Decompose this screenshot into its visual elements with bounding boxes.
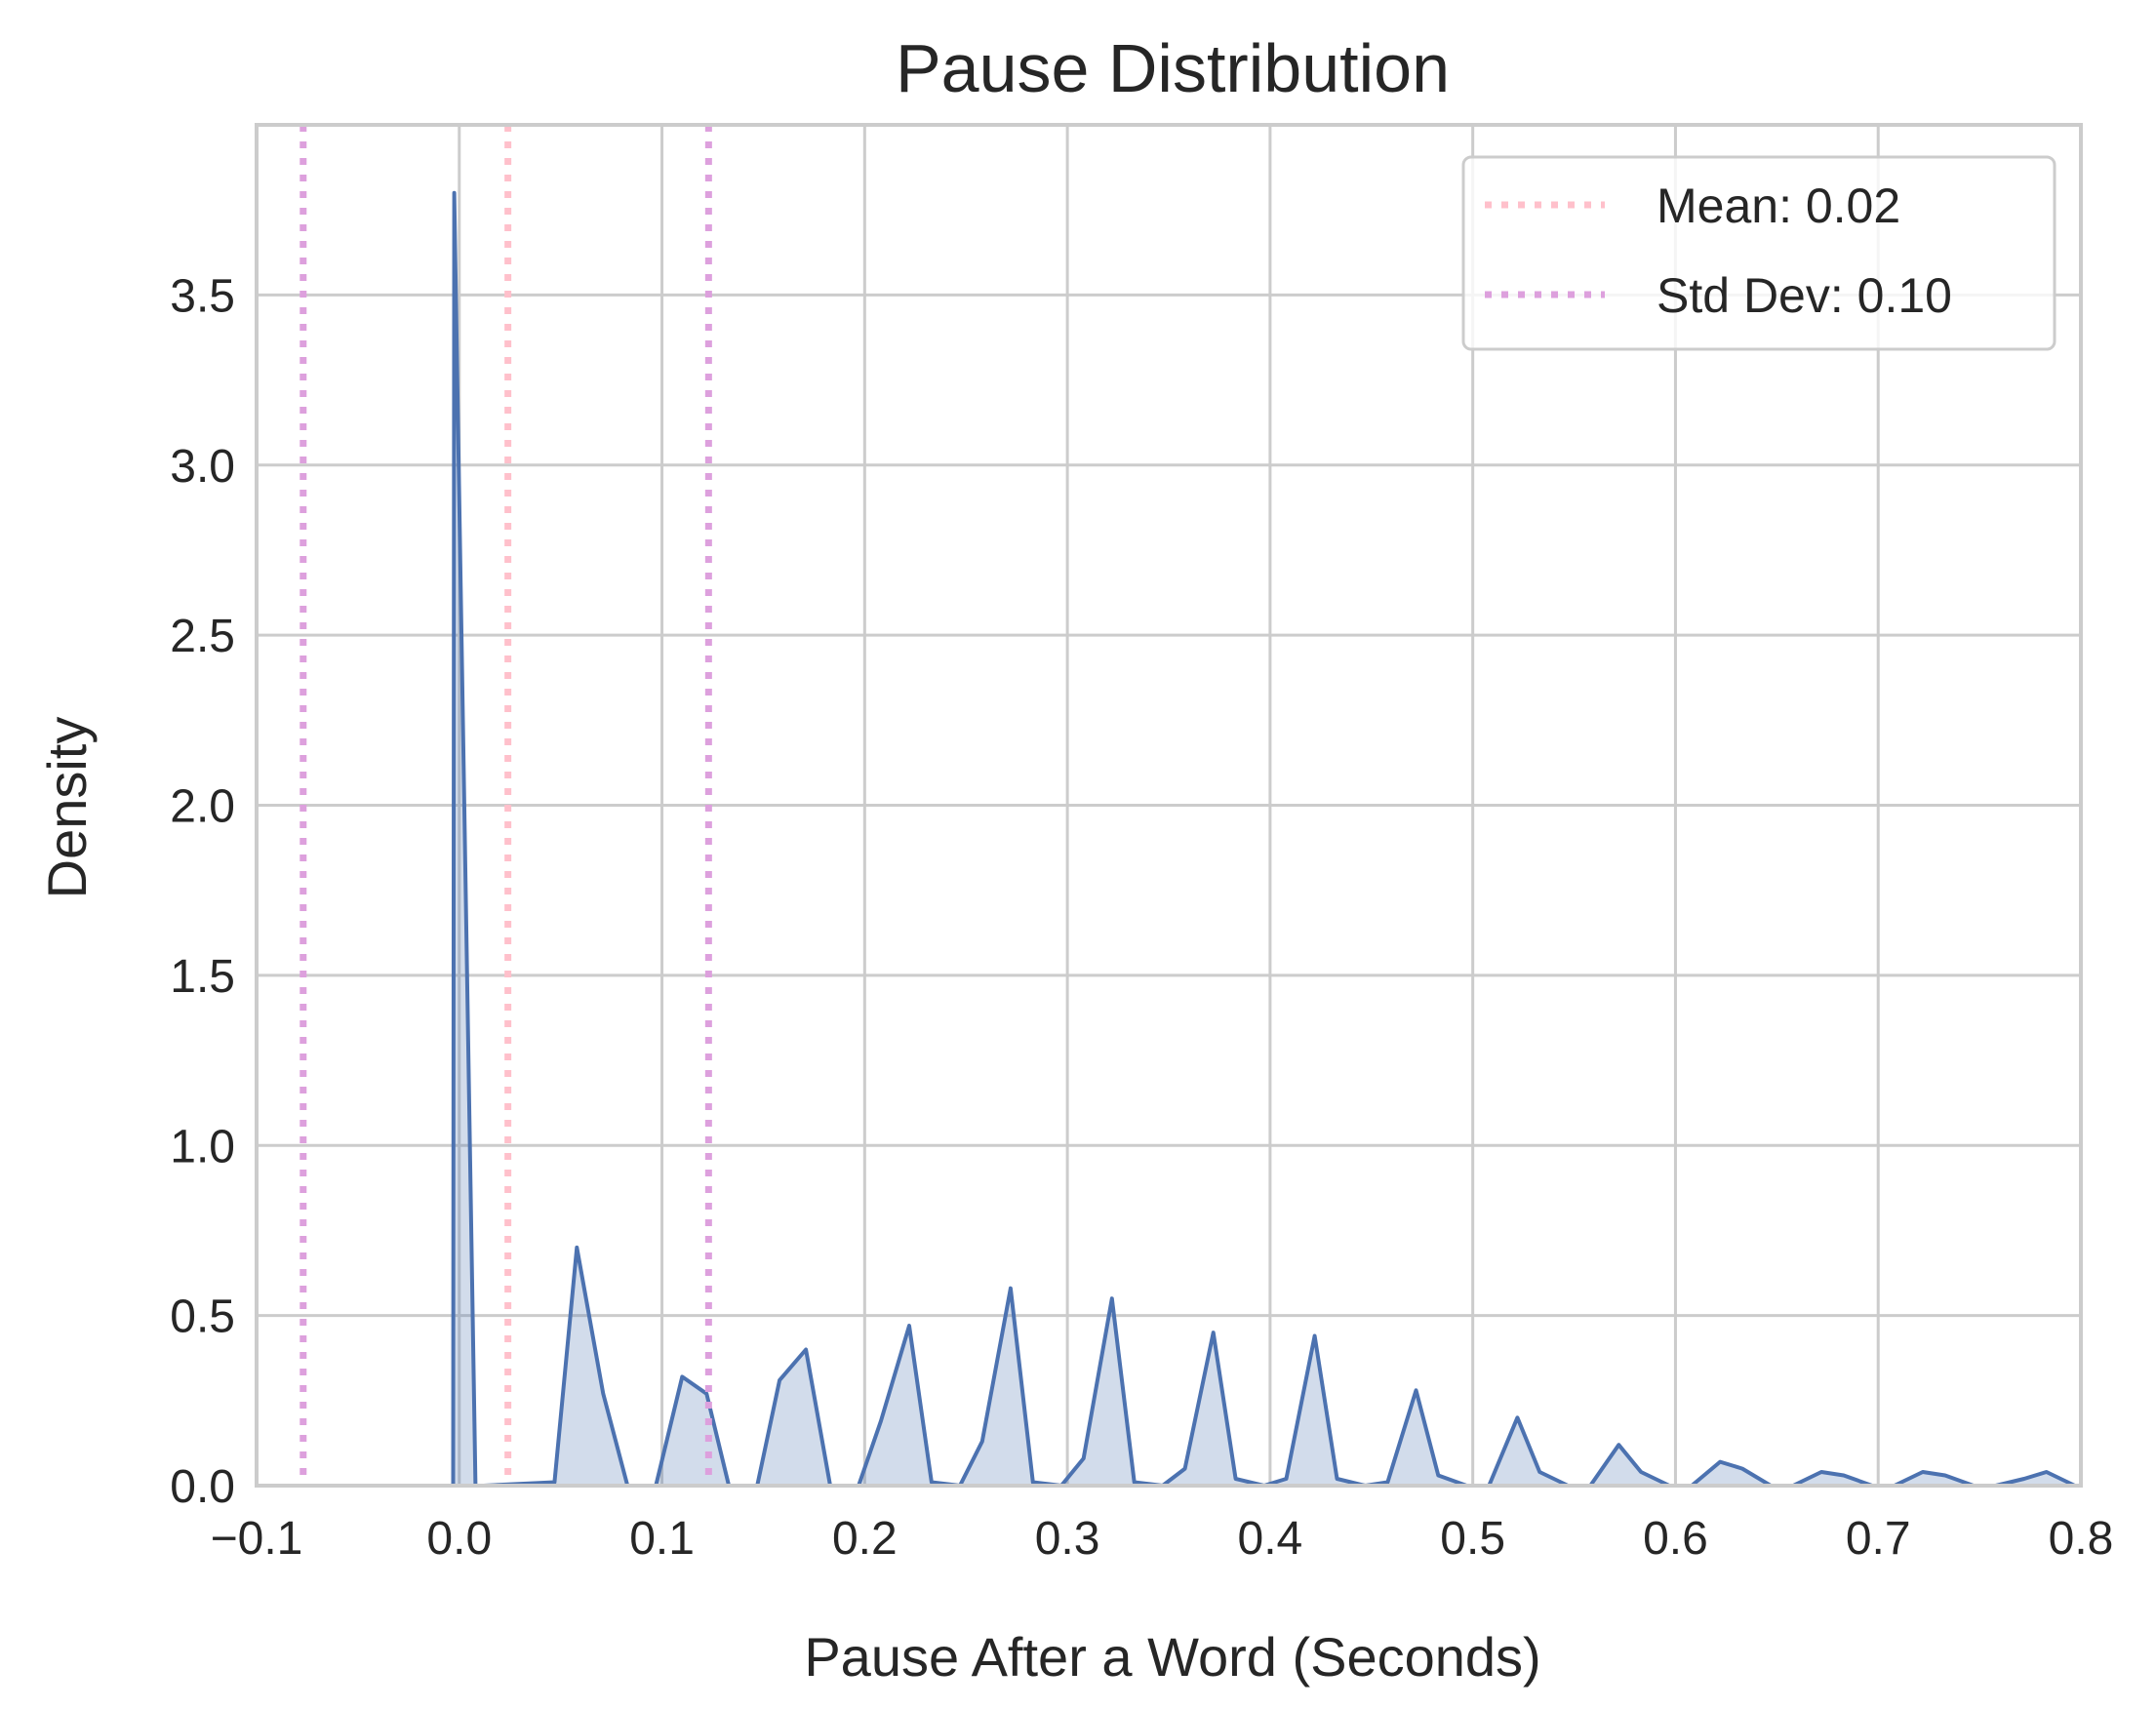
legend-label-std: Std Dev: 0.10 (1657, 268, 1952, 323)
y-tick-label: 1.5 (170, 951, 235, 1003)
y-axis-label: Density (36, 717, 98, 899)
x-tick-label: 0.7 (1846, 1513, 1911, 1565)
x-tick-label: 0.5 (1440, 1513, 1505, 1565)
x-tick-label: 0.0 (426, 1513, 492, 1565)
legend-box (1461, 155, 2056, 351)
density-curve (451, 190, 2076, 1488)
x-tick-label: 0.2 (832, 1513, 898, 1565)
x-tick-label: 0.1 (629, 1513, 695, 1565)
plot-frame (255, 123, 2083, 1488)
x-tick-label: 0.8 (2049, 1513, 2114, 1565)
y-tick-label: 3.0 (170, 441, 235, 493)
density-area-layer (451, 190, 2076, 1488)
y-tick-label: 2.5 (170, 611, 235, 662)
y-tick-label: 2.0 (170, 781, 235, 833)
x-tick-labels: −0.1 0.0 0.1 0.2 0.3 0.4 0.5 0.6 0.7 0.8 (211, 1513, 2114, 1565)
legend: Mean: 0.02 Std Dev: 0.10 (1461, 155, 2056, 351)
x-axis-label: Pause After a Word (Seconds) (804, 1626, 1540, 1688)
legend-label-mean: Mean: 0.02 (1657, 179, 1900, 233)
y-tick-label: 0.5 (170, 1292, 235, 1343)
chart-title: Pause Distribution (896, 30, 1450, 106)
y-tick-labels: 0.0 0.5 1.0 1.5 2.0 2.5 3.0 3.5 (170, 270, 235, 1513)
density-area-fill (453, 192, 2075, 1486)
y-tick-label: 0.0 (170, 1461, 235, 1513)
y-tick-label: 3.5 (170, 270, 235, 322)
x-tick-label: −0.1 (211, 1513, 303, 1565)
y-tick-label: 1.0 (170, 1121, 235, 1172)
x-tick-label: 0.4 (1238, 1513, 1303, 1565)
x-tick-label: 0.3 (1035, 1513, 1100, 1565)
reference-lines-layer (299, 125, 712, 1486)
x-tick-label: 0.6 (1643, 1513, 1708, 1565)
